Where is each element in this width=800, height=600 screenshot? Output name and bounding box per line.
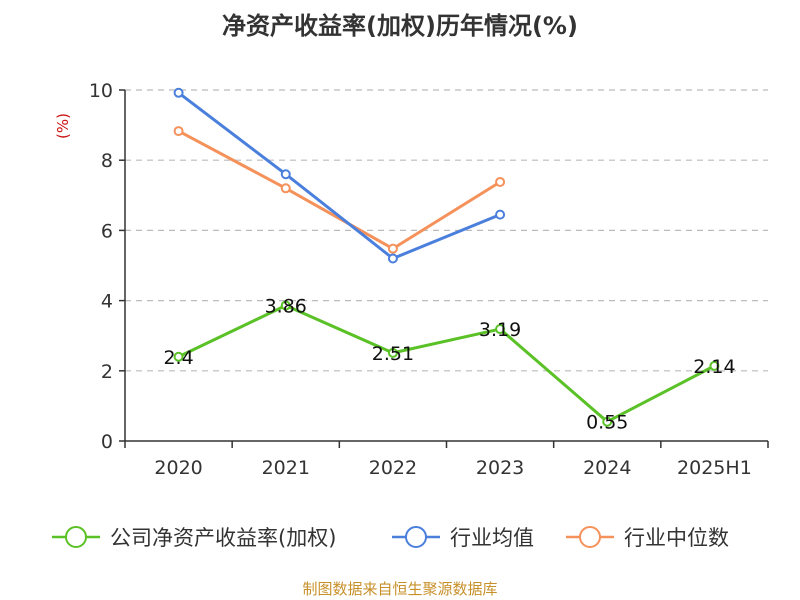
series-line — [177, 91, 501, 260]
legend-item[interactable]: 公司净资产收益率(加权) — [52, 526, 336, 550]
data-point — [495, 324, 506, 335]
x-tick-label: 2021 — [262, 457, 310, 479]
x-tick-label: 2024 — [583, 457, 631, 479]
series-layer — [173, 87, 720, 427]
y-tick-label: 6 — [101, 220, 113, 242]
legend-label: 公司净资产收益率(加权) — [110, 526, 336, 550]
data-point — [602, 416, 613, 427]
data-point — [280, 300, 291, 311]
source-note: 制图数据来自恒生聚源数据库 — [302, 580, 498, 598]
data-label: 2.51 — [372, 343, 414, 365]
y-tick-label: 2 — [101, 361, 113, 383]
y-tick-label: 8 — [101, 150, 113, 172]
data-label: 3.86 — [265, 296, 307, 318]
legend-item[interactable]: 行业均值 — [392, 526, 534, 550]
grid-layer — [125, 89, 768, 372]
series-line — [177, 304, 716, 424]
x-tick-label: 2025H1 — [677, 457, 752, 479]
data-point — [387, 347, 398, 358]
legend-label: 行业中位数 — [624, 526, 729, 550]
legend-label: 行业均值 — [450, 526, 534, 550]
data-point — [495, 209, 506, 220]
chart-title: 净资产收益率(加权)历年情况(%) — [222, 12, 578, 40]
axis-layer: (%) 0 2 4 6 8 10 2020 2021 2022 2023 2024 2025H1 — [54, 80, 769, 479]
data-label-layer: 2.4 3.86 2.51 3.19 0.55 2.14 — [163, 296, 735, 434]
data-point — [387, 253, 398, 264]
data-point — [495, 176, 506, 187]
data-point — [280, 169, 291, 180]
data-label: 2.14 — [693, 356, 735, 378]
x-tick-label: 2023 — [476, 457, 524, 479]
data-point — [173, 126, 184, 137]
x-tick-label: 2020 — [154, 457, 202, 479]
y-tick-label: 0 — [101, 431, 113, 453]
y-tick-label: 4 — [101, 291, 113, 313]
x-tick-label: 2022 — [369, 457, 417, 479]
legend-swatch-marker — [65, 526, 87, 548]
data-label: 3.19 — [479, 319, 521, 341]
data-label: 2.4 — [163, 347, 193, 369]
data-point — [173, 87, 184, 98]
series-line — [177, 129, 501, 251]
data-point — [173, 351, 184, 362]
data-point — [387, 243, 398, 254]
legend-swatch-marker — [579, 526, 601, 548]
data-point — [709, 360, 720, 371]
legend-swatch-marker — [405, 526, 427, 548]
legend[interactable]: 公司净资产收益率(加权) 行业均值 行业中位数 — [52, 526, 729, 550]
data-point — [280, 183, 291, 194]
y-axis-title: (%) — [54, 113, 72, 139]
legend-item[interactable]: 行业中位数 — [566, 526, 729, 550]
data-label: 0.55 — [586, 412, 628, 434]
y-tick-label: 10 — [89, 80, 113, 102]
